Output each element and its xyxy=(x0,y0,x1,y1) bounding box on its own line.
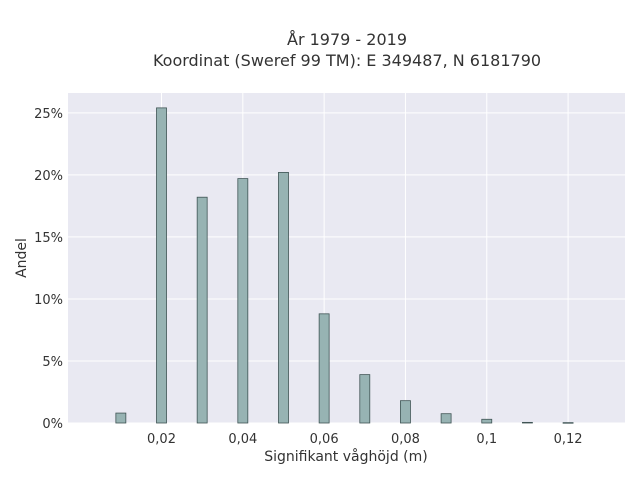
histogram-bar xyxy=(318,313,330,424)
chart-title-line-2: Koordinat (Sweref 99 TM): E 349487, N 61… xyxy=(153,51,541,70)
histogram-bar xyxy=(115,412,127,424)
y-tick-label: 20% xyxy=(34,169,63,184)
x-tick-label: 0,08 xyxy=(391,432,420,447)
y-axis-title: Andel xyxy=(14,238,30,278)
y-tick-label: 0% xyxy=(42,417,63,432)
x-tick-label: 0,06 xyxy=(310,432,339,447)
histogram-bar xyxy=(562,422,574,424)
y-tick-label: 5% xyxy=(42,355,63,370)
x-tick-labels: 0,02 0,04 0,06 0,08 0,1 0,12 xyxy=(147,432,583,447)
histogram-bar xyxy=(440,413,452,424)
histogram-bar xyxy=(359,374,371,424)
y-tick-label: 15% xyxy=(34,231,63,246)
histogram-bar xyxy=(522,421,533,424)
x-axis-title: Signifikant våghöjd (m) xyxy=(264,448,427,465)
histogram-bar xyxy=(237,178,249,424)
x-tick-label: 0,12 xyxy=(554,432,583,447)
histogram-bar xyxy=(481,418,493,424)
y-tick-labels: 0% 5% 10% 15% 20% 25% xyxy=(34,107,63,432)
bars xyxy=(115,107,574,424)
histogram-bar xyxy=(156,107,167,424)
histogram-bar xyxy=(196,196,208,424)
x-tick-label: 0,02 xyxy=(147,432,176,447)
chart-title-line-1: År 1979 - 2019 xyxy=(287,30,407,49)
x-tick-label: 0,1 xyxy=(476,432,497,447)
x-tick-label: 0,04 xyxy=(228,432,257,447)
plot-area xyxy=(68,93,625,423)
histogram-bar xyxy=(278,171,289,424)
y-tick-label: 25% xyxy=(34,107,63,122)
y-tick-label: 10% xyxy=(34,293,63,308)
histogram-bar xyxy=(400,400,411,424)
